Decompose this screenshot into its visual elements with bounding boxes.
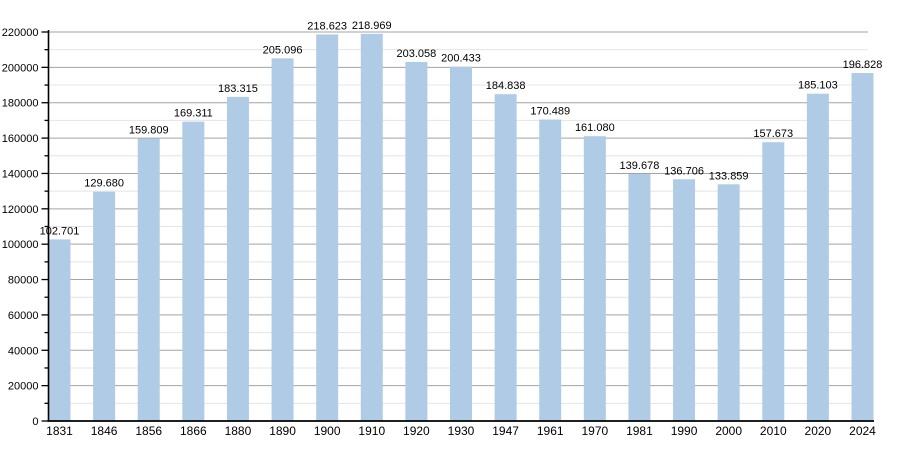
bar	[494, 94, 517, 422]
bar	[271, 58, 294, 422]
bar-value-label: 185.103	[798, 80, 838, 92]
x-tick-label: 1900	[314, 424, 341, 438]
y-tick-label: 0	[32, 416, 38, 428]
y-tick-label: 80000	[8, 275, 39, 287]
x-tick-label: 1981	[626, 424, 653, 438]
x-tick-label: 1920	[403, 424, 430, 438]
bar-value-label: 184.838	[486, 80, 526, 92]
bar-value-label: 196.828	[843, 59, 883, 71]
x-tick-label: 1890	[269, 424, 296, 438]
x-tick-label: 1910	[358, 424, 385, 438]
bar	[137, 138, 160, 421]
bar-value-label: 139.678	[620, 160, 660, 172]
bar	[583, 136, 606, 421]
y-tick-label: 120000	[2, 204, 39, 216]
x-tick-label: 1856	[135, 424, 162, 438]
bar	[316, 34, 339, 422]
bar-value-label: 159.809	[129, 124, 169, 136]
bar	[182, 121, 205, 421]
bar-value-label: 129.680	[84, 178, 124, 190]
x-tick-label: 1846	[91, 424, 118, 438]
x-tick-label: 2000	[715, 424, 742, 438]
y-tick-label: 180000	[2, 98, 39, 110]
y-tick-label: 40000	[8, 345, 39, 357]
bar	[539, 119, 562, 422]
bar	[405, 61, 428, 421]
bar	[673, 179, 696, 421]
bar-value-label: 218.969	[352, 20, 392, 32]
x-tick-label: 2010	[760, 424, 787, 438]
x-tick-label: 1930	[448, 424, 475, 438]
bar-value-label: 200.433	[441, 53, 481, 65]
x-tick-label: 1880	[225, 424, 252, 438]
y-tick-label: 200000	[2, 62, 39, 74]
bar	[48, 239, 71, 421]
x-tick-label: 1866	[180, 424, 207, 438]
x-tick-label: 1970	[581, 424, 608, 438]
bar-value-label: 205.096	[263, 44, 303, 56]
bar	[450, 66, 472, 421]
bar-value-label: 102.701	[40, 225, 80, 237]
bar	[93, 191, 116, 421]
x-tick-label: 2024	[849, 424, 876, 438]
x-tick-label: 1947	[492, 424, 519, 438]
x-tick-label: 2020	[805, 424, 832, 438]
y-tick-label: 220000	[2, 27, 39, 39]
x-tick-label: 1961	[537, 424, 564, 438]
bar	[717, 184, 740, 421]
bar	[806, 93, 829, 422]
bar-value-label: 157.673	[753, 128, 793, 140]
y-tick-label: 60000	[8, 310, 39, 322]
y-tick-label: 20000	[8, 381, 39, 393]
bar-value-label: 203.058	[397, 48, 437, 60]
bar-value-label: 218.623	[307, 20, 347, 32]
bar	[628, 174, 651, 421]
bar	[762, 142, 785, 421]
bar-value-label: 170.489	[530, 106, 570, 118]
bar-value-label: 136.706	[664, 165, 704, 177]
y-tick-label: 160000	[2, 133, 39, 145]
x-tick-label: 1990	[671, 424, 698, 438]
bar	[360, 33, 383, 421]
bar-value-label: 183.315	[218, 83, 258, 95]
y-tick-label: 100000	[2, 239, 39, 251]
y-tick-label: 140000	[2, 168, 39, 180]
bar	[851, 72, 874, 422]
bar-value-label: 161.080	[575, 122, 615, 134]
bar	[226, 96, 249, 421]
x-tick-label: 1831	[46, 424, 73, 438]
bar-value-label: 169.311	[174, 108, 213, 120]
bar-value-label: 133.859	[709, 170, 749, 182]
